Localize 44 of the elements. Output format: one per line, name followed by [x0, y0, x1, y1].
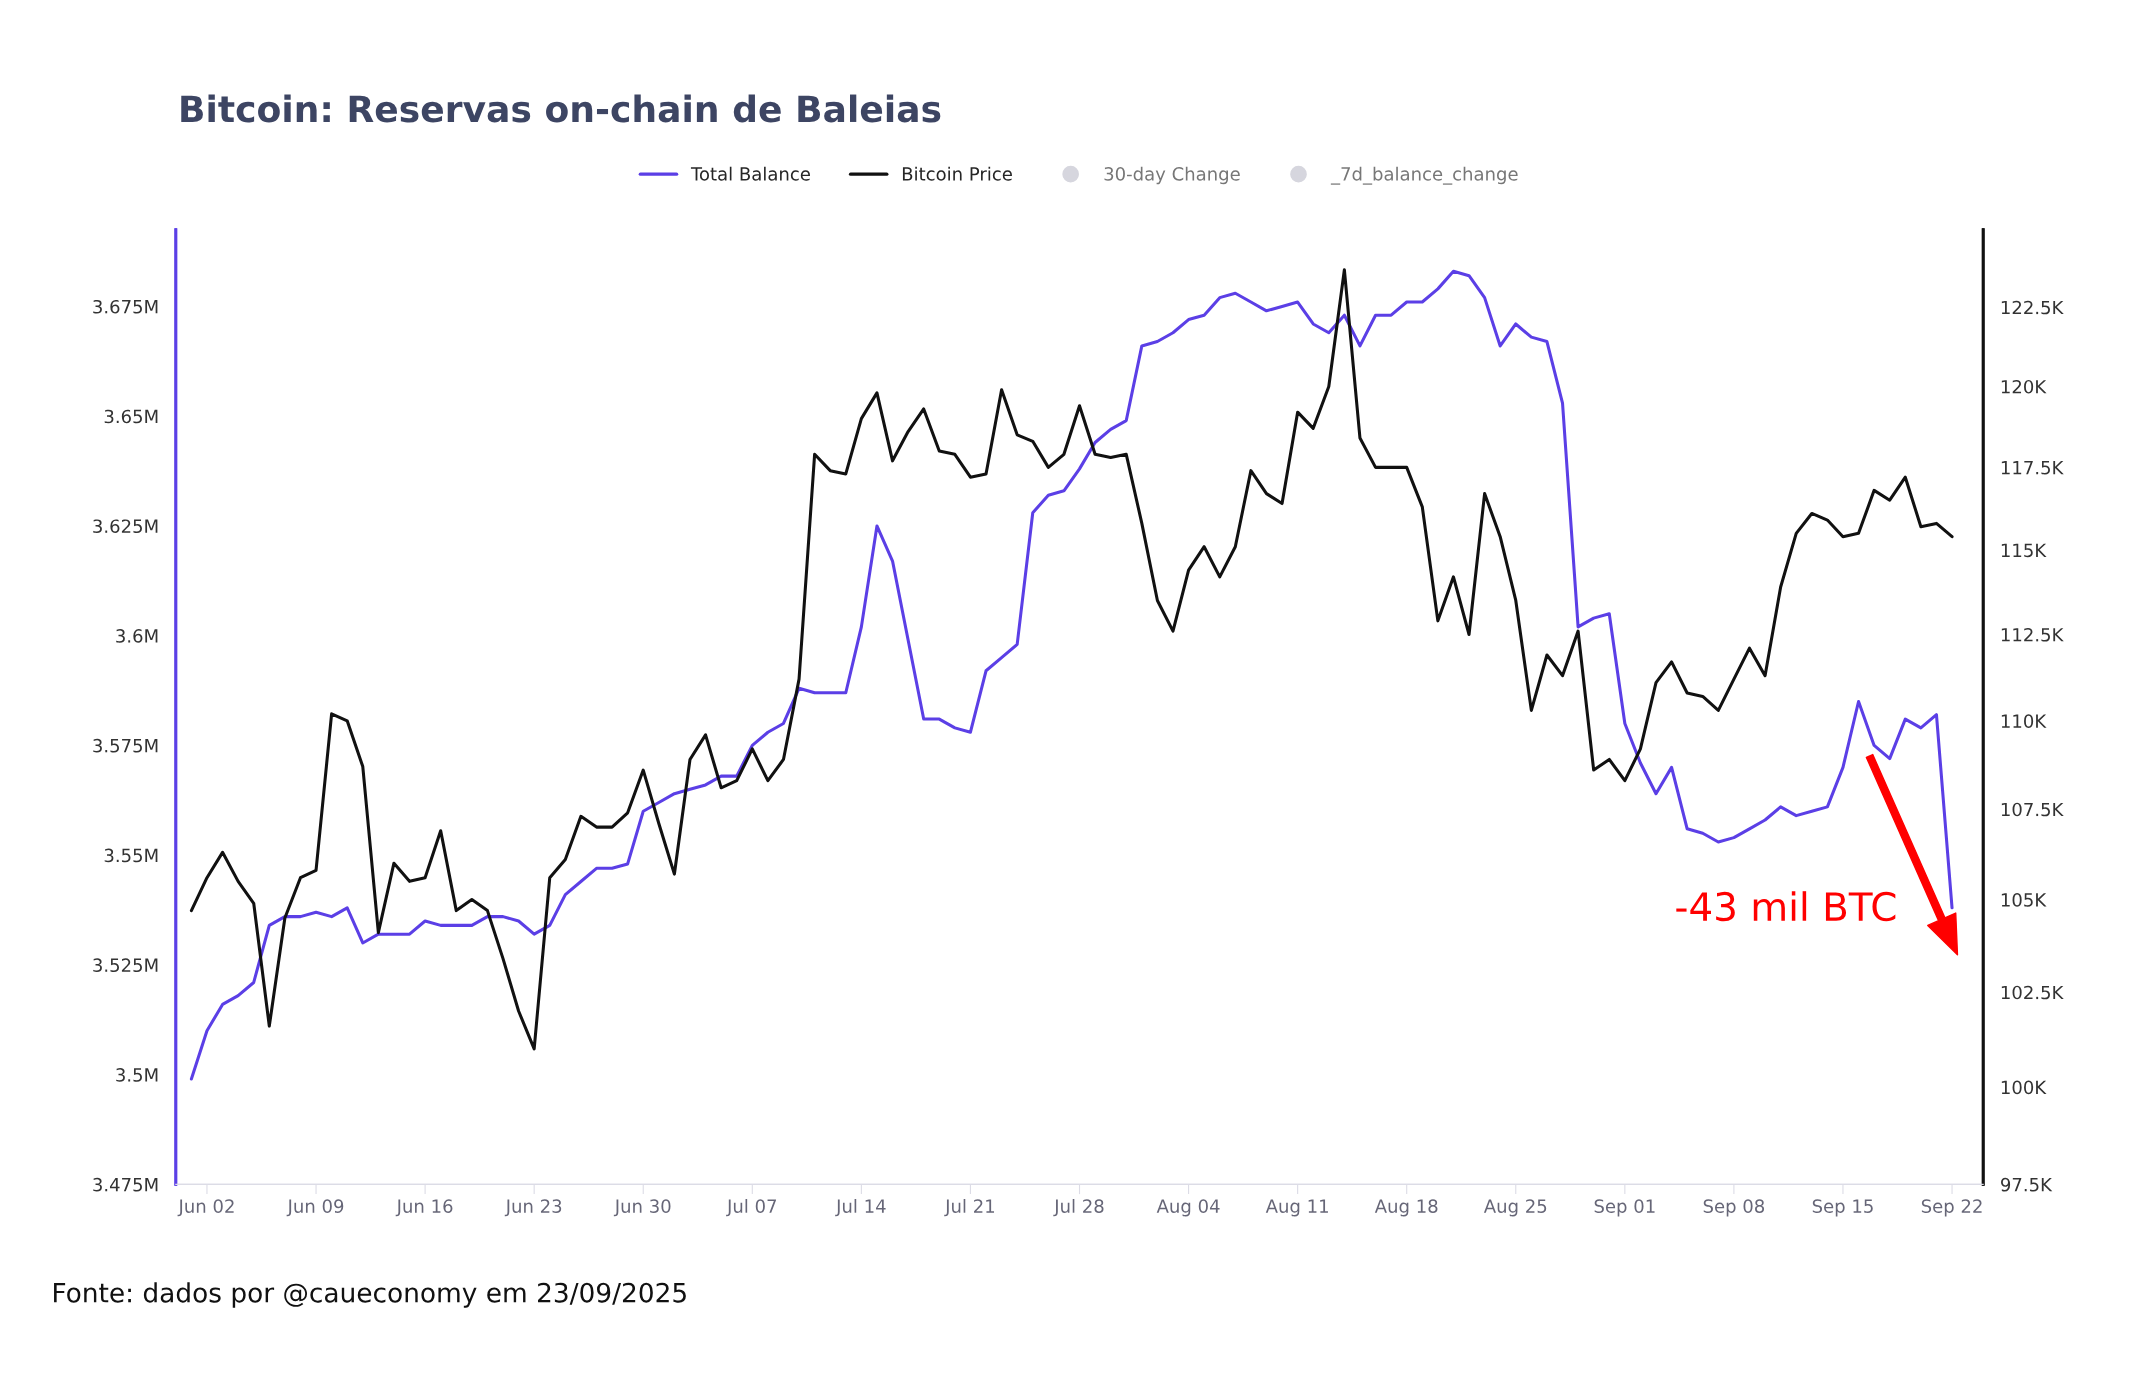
y2-tick-label: 100K [2001, 1080, 2047, 1095]
legend-label: 30-day Change [1104, 166, 1240, 185]
y-tick-label: 3.65M [104, 409, 158, 424]
x-tick-label: Jun 16 [395, 1199, 453, 1217]
y2-tick-label: 112.5K [2001, 627, 2064, 642]
y2-tick-label: 122.5K [2001, 300, 2064, 315]
chart-title: Bitcoin: Reservas on-chain de Baleias [181, 94, 941, 123]
y2-tick-label: 97.5K [2001, 1177, 2053, 1192]
y2-tick-label: 107.5K [2001, 802, 2064, 817]
y-tick-label: 3.625M [93, 519, 158, 534]
x-tick-label: Sep 08 [1703, 1199, 1765, 1217]
x-tick-label: Jul 07 [726, 1198, 777, 1217]
x-tick-label: Jun 30 [613, 1199, 671, 1217]
y-tick-label: 3.525M [93, 958, 158, 973]
x-tick-label: Aug 18 [1374, 1199, 1438, 1217]
x-tick-label: Jul 21 [944, 1198, 995, 1217]
y2-tick-label: 115K [2001, 543, 2047, 558]
x-tick-label: Sep 15 [1812, 1199, 1873, 1217]
x-tick-label: Aug 04 [1156, 1199, 1220, 1217]
y2-tick-label: 110K [2001, 714, 2047, 728]
x-tick-label: Aug 25 [1483, 1199, 1547, 1217]
x-tick-label: Jun 09 [286, 1199, 344, 1217]
y-tick-label: 3.675M [93, 299, 158, 314]
y-tick-label: 3.5M [116, 1068, 158, 1082]
source-note: Fonte: dados por @caueconomy em 23/09/2025 [54, 1282, 686, 1308]
y-tick-label: 3.6M [116, 629, 158, 643]
x-tick-label: Jun 23 [504, 1199, 562, 1217]
y2-tick-label: 120K [2001, 379, 2047, 394]
y-tick-label: 3.55M [104, 848, 158, 863]
y-tick-label: 3.575M [93, 738, 158, 753]
x-tick-label: Jun 02 [177, 1199, 234, 1217]
legend-label: Total Balance [690, 166, 810, 181]
y2-tick-label: 105K [2001, 893, 2047, 907]
legend-label: Bitcoin Price [902, 166, 1012, 181]
x-tick-label: Aug 11 [1265, 1199, 1328, 1217]
x-tick-label: Sep 22 [1921, 1199, 1982, 1217]
y-tick-label: 3.475M [93, 1177, 158, 1192]
x-tick-label: Jul 14 [835, 1198, 886, 1217]
y2-tick-label: 102.5K [2001, 985, 2064, 1000]
x-tick-label: Sep 01 [1594, 1199, 1655, 1217]
x-tick-label: Jul 28 [1053, 1198, 1104, 1217]
y2-tick-label: 117.5K [2001, 461, 2064, 475]
annotation: -43 mil BTC [1676, 891, 1896, 922]
legend-label: _7d_balance_change [1330, 166, 1518, 185]
